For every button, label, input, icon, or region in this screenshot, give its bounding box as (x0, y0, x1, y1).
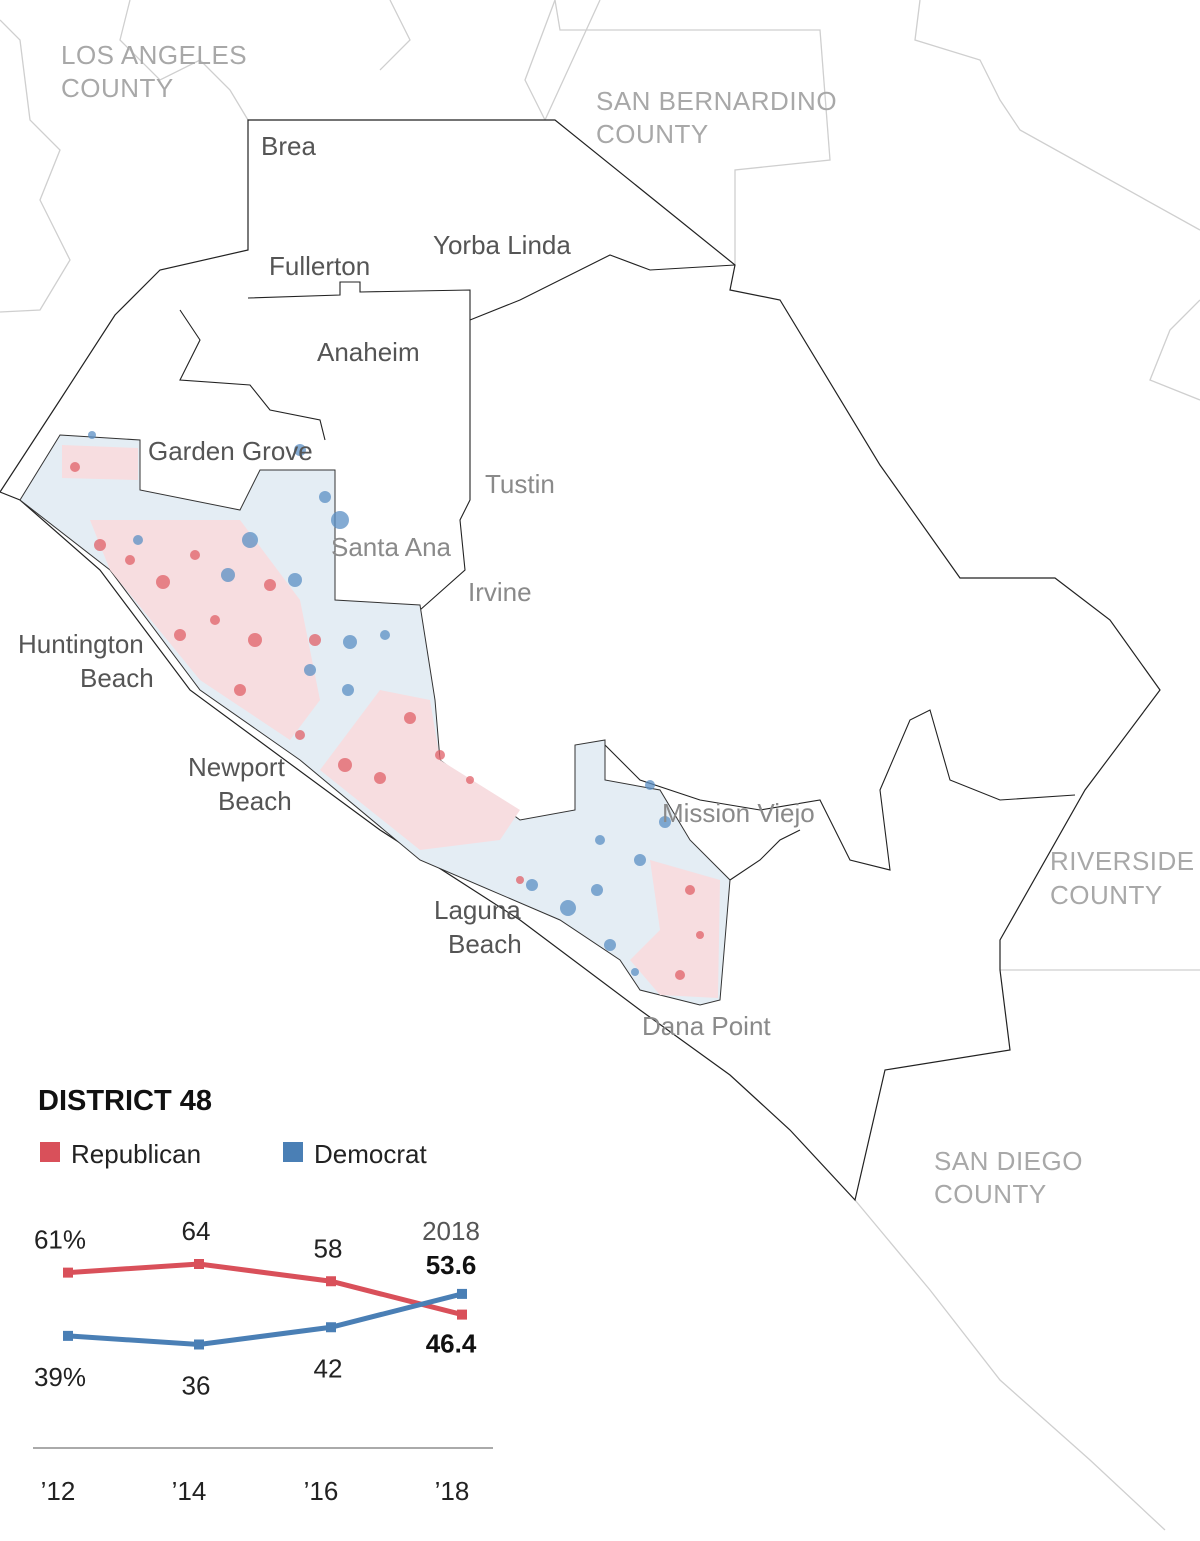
city-label: Brea (261, 131, 316, 161)
precinct-dots (70, 431, 704, 980)
point-marker (326, 1276, 336, 1287)
point-marker (63, 1267, 73, 1278)
city-labels: Brea Fullerton Yorba Linda Anaheim Garde… (18, 131, 815, 1041)
city-label: Yorba Linda (433, 230, 571, 260)
data-label: 36 (182, 1371, 211, 1401)
county-label: SAN DIEGO (934, 1146, 1083, 1176)
city-label: Dana Point (642, 1011, 771, 1041)
data-label: 53.6 (426, 1250, 477, 1280)
point-marker (457, 1309, 467, 1320)
city-label: Fullerton (269, 251, 370, 281)
data-label: 58 (314, 1233, 343, 1263)
x-tick-label: ’14 (172, 1476, 207, 1506)
point-marker (326, 1322, 336, 1333)
x-tick-label: ’18 (435, 1476, 470, 1506)
city-label: Newport (188, 752, 286, 782)
city-label: Garden Grove (148, 436, 313, 466)
city-label: Tustin (485, 469, 555, 499)
x-tick-label: ’16 (304, 1476, 339, 1506)
county-label: COUNTY (1050, 880, 1163, 910)
city-label: Beach (80, 663, 154, 693)
legend-label: Republican (71, 1139, 201, 1169)
data-label: 61% (34, 1225, 86, 1255)
point-marker (194, 1259, 204, 1269)
county-label: COUNTY (596, 119, 709, 149)
point-marker (194, 1339, 204, 1350)
legend-swatch (40, 1142, 60, 1162)
city-label: Beach (448, 929, 522, 959)
city-label: Laguna (434, 895, 521, 925)
county-label: SAN BERNARDINO (596, 86, 837, 116)
county-label: COUNTY (934, 1179, 1047, 1209)
county-label: RIVERSIDE (1050, 846, 1195, 876)
point-marker (63, 1330, 73, 1341)
annotation: 2018 (422, 1216, 480, 1246)
city-label: Anaheim (317, 337, 420, 367)
chart-title: DISTRICT 48 (38, 1085, 212, 1117)
series-line (67, 1291, 463, 1348)
x-tick-label: ’12 (41, 1476, 76, 1506)
city-label: Huntington (18, 629, 144, 659)
data-label: 42 (314, 1353, 343, 1383)
series-line (67, 1261, 463, 1318)
data-label: 64 (182, 1216, 211, 1246)
city-lines (179, 254, 1076, 881)
district-republican-areas (62, 445, 720, 998)
county-label: LOS ANGELES (61, 40, 247, 70)
county-label: COUNTY (61, 73, 174, 103)
legend-label: Democrat (314, 1139, 427, 1169)
data-label: 39% (34, 1362, 86, 1392)
data-label: 46.4 (426, 1329, 477, 1359)
city-label: Santa Ana (331, 532, 452, 562)
point-marker (457, 1288, 467, 1299)
city-label: Beach (218, 786, 292, 816)
city-label: Mission Viejo (662, 798, 815, 828)
line-chart: Republican Democrat ’12 ’14 ’16 ’18 2018 61% 64 5… (33, 1139, 493, 1506)
county-labels: LOS ANGELES COUNTY SAN BERNARDINO COUNTY… (61, 40, 1195, 1209)
city-label: Irvine (468, 577, 532, 607)
legend-swatch (283, 1142, 303, 1162)
county-outline (0, 119, 1161, 1202)
